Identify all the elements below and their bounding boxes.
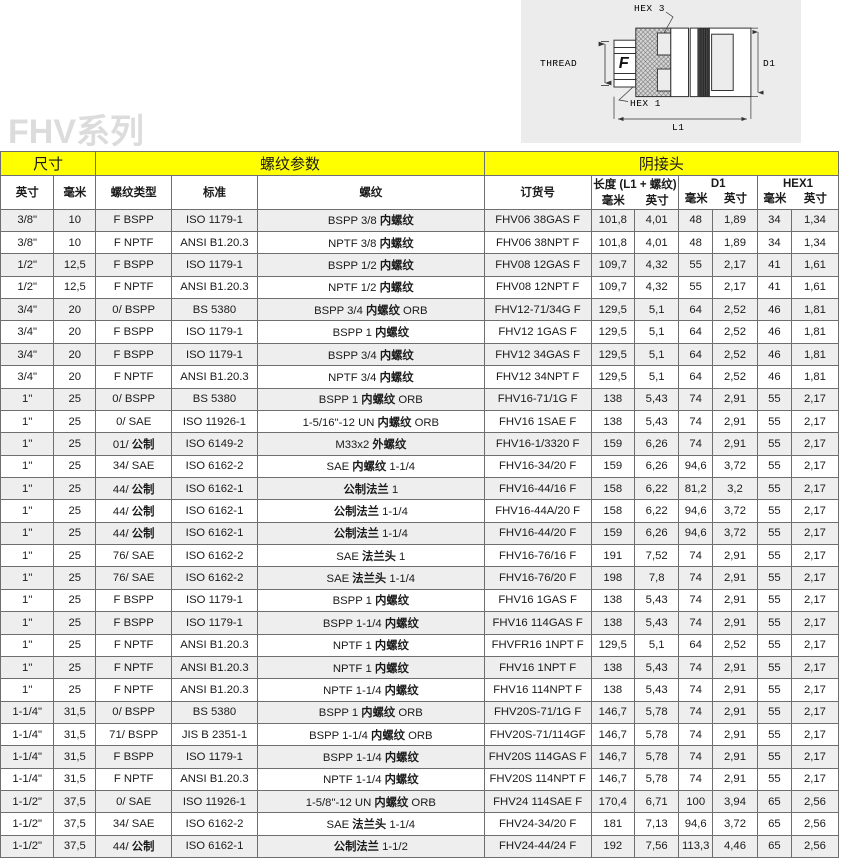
svg-text:HEX 3: HEX 3 [634,3,665,14]
svg-text:L1: L1 [672,122,684,133]
svg-text:HEX 1: HEX 1 [630,98,661,109]
svg-text:D1: D1 [763,58,775,69]
svg-text:THREAD: THREAD [540,58,577,69]
